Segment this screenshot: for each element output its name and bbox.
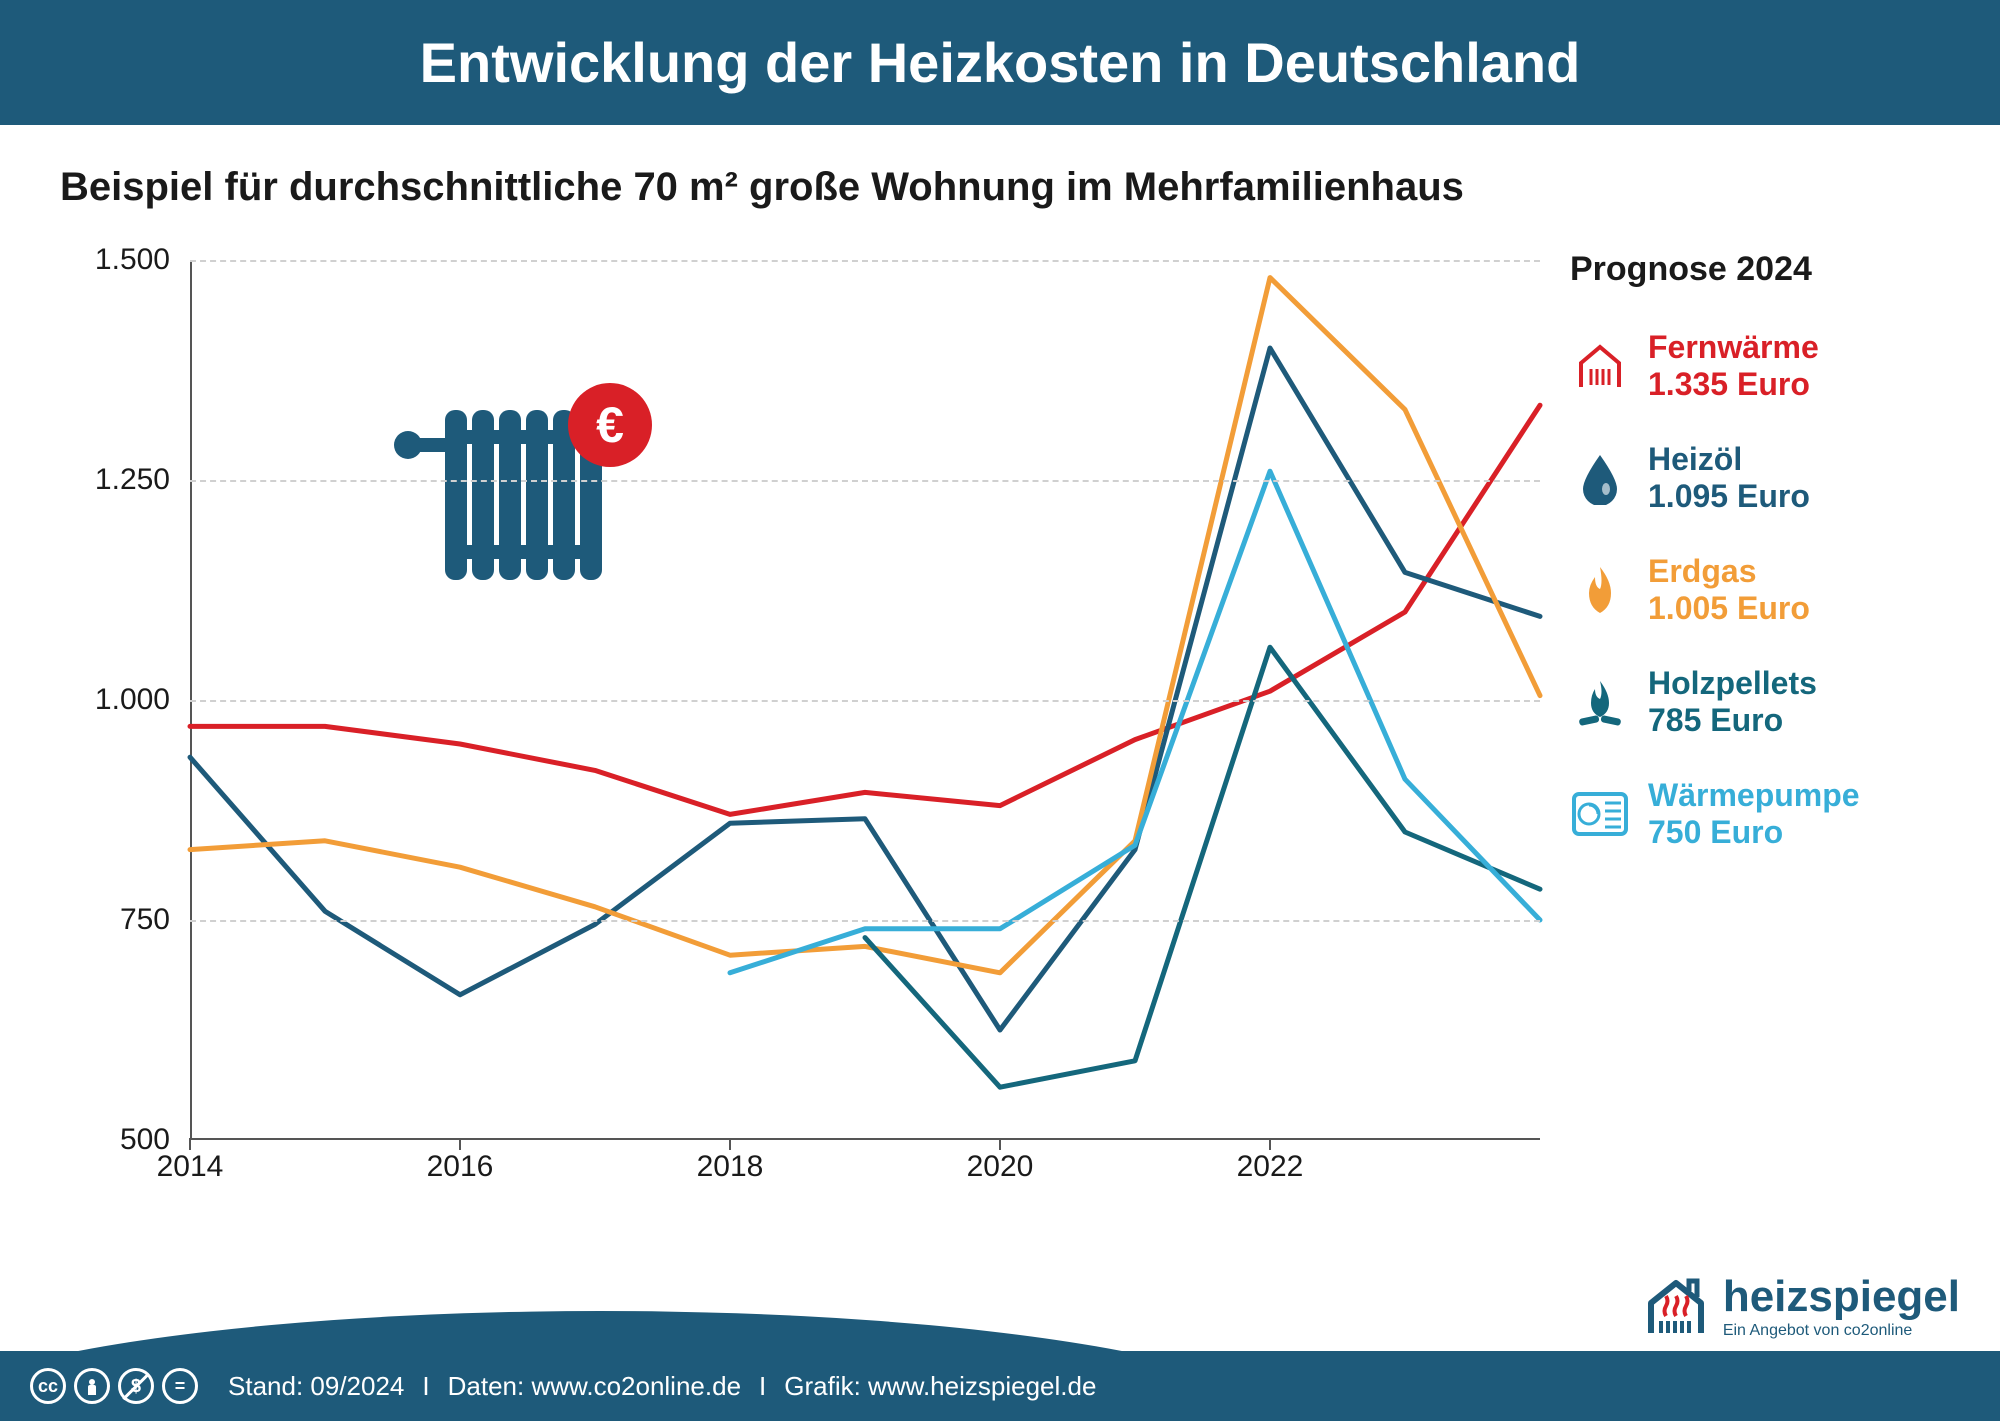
euro-symbol: €	[596, 397, 624, 453]
legend-name: Erdgas	[1648, 553, 1810, 590]
legend-value: 750 Euro	[1648, 814, 1860, 851]
grid-line	[190, 920, 1540, 922]
x-tick-mark	[1269, 1138, 1271, 1150]
y-tick-label: 1.000	[95, 683, 170, 717]
oil-drop-icon	[1570, 448, 1630, 508]
y-tick-label: 1.250	[95, 463, 170, 497]
chart: 5007501.0001.2501.500	[60, 240, 1940, 1250]
subtitle: Beispiel für durchschnittliche 70 m² gro…	[60, 165, 1940, 210]
y-tick-label: 1.500	[95, 243, 170, 277]
cc-by-icon	[74, 1368, 110, 1404]
x-tick-label: 2018	[697, 1150, 764, 1184]
cc-icon: cc	[30, 1368, 66, 1404]
cc-nc-icon: $	[118, 1368, 154, 1404]
x-tick-mark	[999, 1138, 1001, 1150]
y-axis: 5007501.0001.2501.500	[60, 260, 180, 1140]
legend-title: Prognose 2024	[1570, 250, 1930, 289]
legend-value: 785 Euro	[1648, 702, 1817, 739]
legend-value: 1.335 Euro	[1648, 366, 1819, 403]
footer-graphic-source: Grafik: www.heizspiegel.de	[784, 1371, 1096, 1402]
x-tick-label: 2016	[427, 1150, 494, 1184]
legend-name: Fernwärme	[1648, 329, 1819, 366]
x-tick-mark	[729, 1138, 731, 1150]
grid-line	[190, 260, 1540, 262]
legend-item-erdgas: Erdgas 1.005 Euro	[1570, 553, 1930, 627]
content: Beispiel für durchschnittliche 70 m² gro…	[0, 125, 2000, 1270]
cc-nd-icon: =	[162, 1368, 198, 1404]
radiator-euro-icon: €	[390, 380, 660, 605]
legend-item-heizoel: Heizöl 1.095 Euro	[1570, 441, 1930, 515]
y-tick-label: 750	[120, 903, 170, 937]
infographic-container: Entwicklung der Heizkosten in Deutschlan…	[0, 0, 2000, 1421]
legend: Prognose 2024 Fernwärme 1.335 Euro Heizö…	[1570, 250, 1930, 889]
legend-value: 1.095 Euro	[1648, 478, 1810, 515]
district-heat-icon	[1570, 336, 1630, 396]
x-tick-label: 2014	[157, 1150, 224, 1184]
x-tick-label: 2020	[967, 1150, 1034, 1184]
legend-value: 1.005 Euro	[1648, 590, 1810, 627]
footer-sep: I	[422, 1371, 429, 1402]
flame-icon	[1570, 560, 1630, 620]
legend-item-fernwaerme: Fernwärme 1.335 Euro	[1570, 329, 1930, 403]
legend-items: Fernwärme 1.335 Euro Heizöl 1.095 Euro E…	[1570, 329, 1930, 851]
legend-item-holzpellets: Holzpellets 785 Euro	[1570, 665, 1930, 739]
footer-sep: I	[759, 1371, 766, 1402]
legend-name: Wärmepumpe	[1648, 777, 1860, 814]
chart-area: €	[190, 260, 1540, 1140]
grid-line	[190, 700, 1540, 702]
footer-date: Stand: 09/2024	[228, 1371, 404, 1402]
legend-name: Heizöl	[1648, 441, 1810, 478]
grid-line	[190, 480, 1540, 482]
header: Entwicklung der Heizkosten in Deutschlan…	[0, 0, 2000, 125]
wood-fire-icon	[1570, 672, 1630, 732]
page-title: Entwicklung der Heizkosten in Deutschlan…	[0, 30, 2000, 95]
x-tick-label: 2022	[1237, 1150, 1304, 1184]
heat-pump-icon	[1570, 784, 1630, 844]
x-axis: 20142016201820202022	[190, 1150, 1540, 1200]
legend-item-waermepumpe: Wärmepumpe 750 Euro	[1570, 777, 1930, 851]
cc-license-icons: cc $ =	[30, 1368, 198, 1404]
legend-name: Holzpellets	[1648, 665, 1817, 702]
line-waermepumpe	[730, 471, 1540, 973]
x-tick-mark	[189, 1138, 191, 1150]
footer: cc $ = Stand: 09/2024 I Daten: www.co2on…	[0, 1351, 2000, 1421]
x-tick-mark	[459, 1138, 461, 1150]
footer-data-source: Daten: www.co2online.de	[448, 1371, 741, 1402]
footer-curve	[0, 1311, 2000, 1351]
